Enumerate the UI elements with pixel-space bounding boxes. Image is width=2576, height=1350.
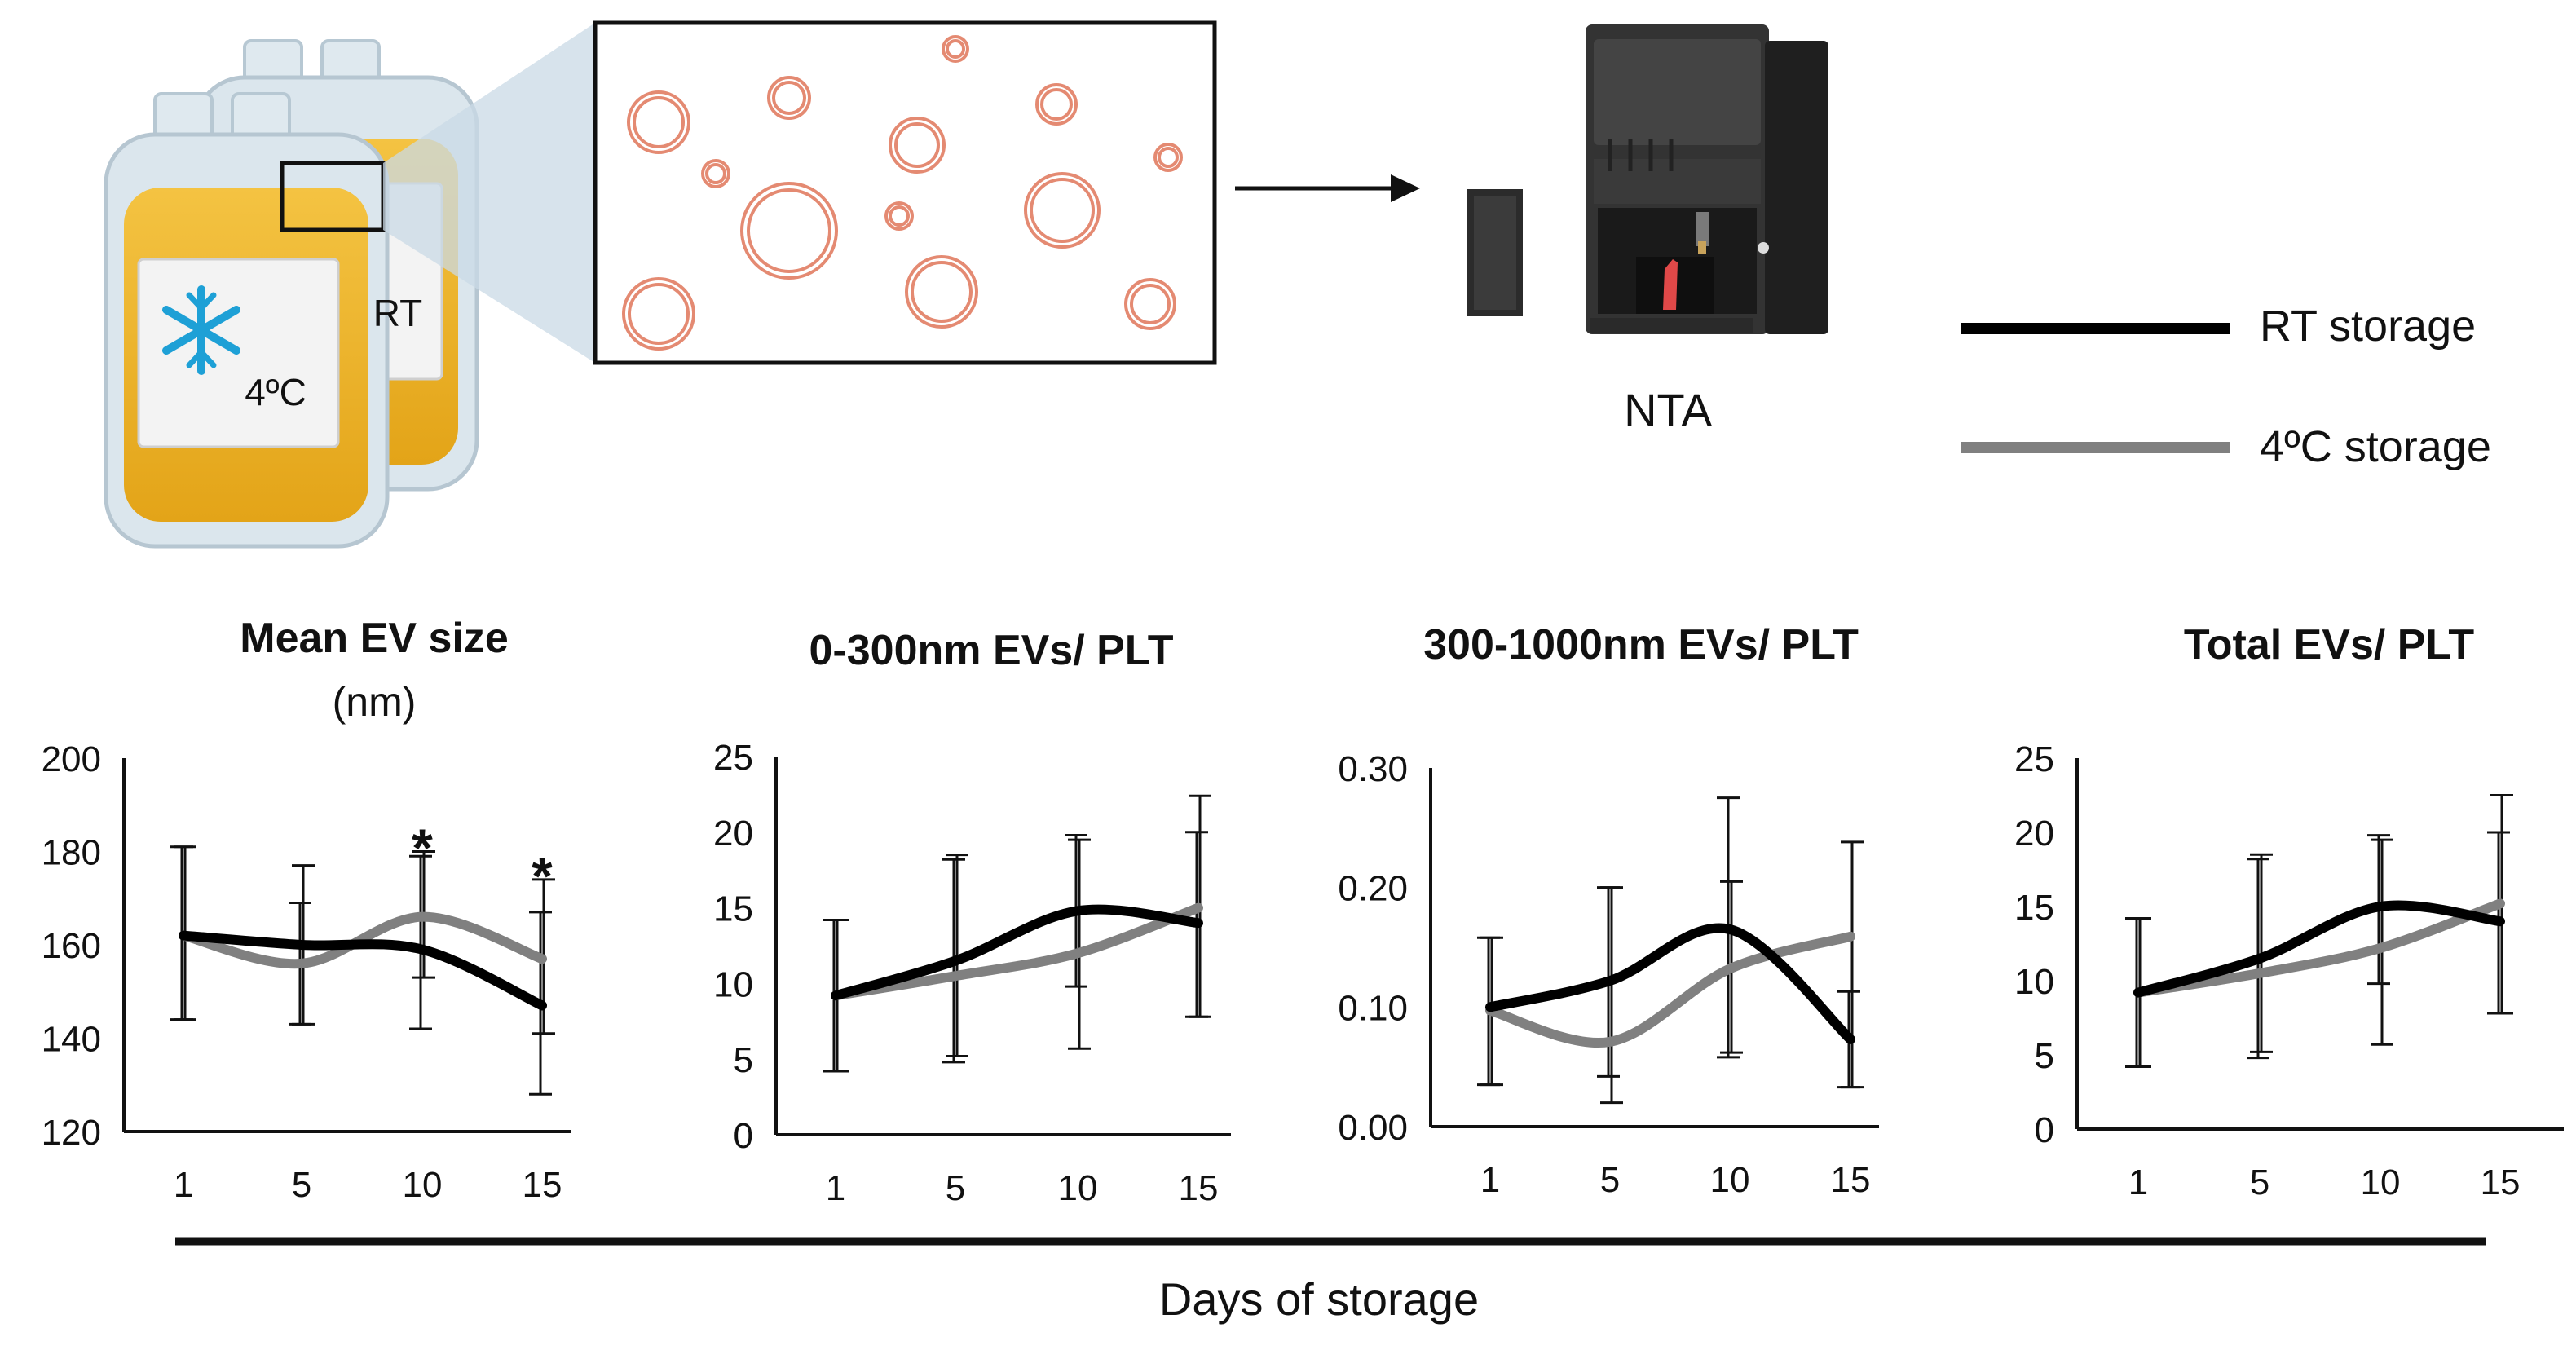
data-point-series-rt-x-5 bbox=[955, 960, 956, 962]
y-tick-label-5: 5 bbox=[2035, 1036, 2054, 1076]
chart-title-mean-size: Mean EV size bbox=[240, 615, 508, 662]
significance-star-x-10: * bbox=[412, 818, 433, 878]
series-line-4c bbox=[1485, 931, 1855, 1048]
x-tick-label-1: 1 bbox=[826, 1168, 845, 1208]
y-tick-label-160: 160 bbox=[42, 926, 101, 966]
legend-label-4c: 4ºC storage bbox=[2260, 422, 2491, 471]
series-line-rt bbox=[831, 904, 1203, 1001]
x-tick-label-15: 15 bbox=[1179, 1168, 1219, 1208]
x-tick-label-10: 10 bbox=[2361, 1162, 2401, 1202]
vesicle-panel bbox=[593, 20, 1217, 365]
shared-x-axis-label: Days of storage bbox=[1159, 1273, 1479, 1325]
y-tick-label-0-10: 0.10 bbox=[1338, 988, 1408, 1028]
instrument-label: NTA bbox=[1624, 384, 1712, 435]
data-point-series-4c-x-10 bbox=[1077, 952, 1078, 955]
data-point-series-rt-x-1 bbox=[183, 934, 184, 937]
data-point-series-rt-x-1 bbox=[835, 995, 836, 997]
x-tick-label-15: 15 bbox=[523, 1165, 562, 1205]
y-tick-label-10: 10 bbox=[2014, 962, 2054, 1002]
legend: RT storage 4ºC storage bbox=[1961, 302, 2491, 471]
series-line-rt bbox=[2133, 900, 2505, 998]
snowflake-icon bbox=[162, 285, 240, 375]
data-point-series-4c-x-10 bbox=[1729, 968, 1731, 970]
data-point-series-rt-x-1 bbox=[1489, 1006, 1491, 1008]
data-point-series-rt-x-10 bbox=[1729, 929, 1731, 930]
y-tick-label-200: 200 bbox=[42, 739, 101, 779]
data-point-series-4c-x-15 bbox=[1198, 907, 1199, 909]
x-tick-label-5: 5 bbox=[2250, 1162, 2269, 1202]
y-tick-label-10: 10 bbox=[713, 964, 753, 1004]
y-tick-label-20: 20 bbox=[2014, 814, 2054, 854]
data-point-series-rt-x-15 bbox=[1850, 1038, 1851, 1040]
x-tick-label-15: 15 bbox=[1831, 1160, 1871, 1200]
x-tick-label-1: 1 bbox=[1480, 1160, 1500, 1200]
x-tick-label-1: 1 bbox=[2128, 1162, 2148, 1202]
y-tick-label-0-20: 0.20 bbox=[1338, 869, 1408, 909]
x-tick-label-5: 5 bbox=[292, 1165, 311, 1205]
x-tick-label-10: 10 bbox=[1058, 1168, 1098, 1208]
legend-label-rt: RT storage bbox=[2260, 302, 2476, 351]
x-tick-label-5: 5 bbox=[946, 1168, 965, 1208]
data-point-series-rt-x-10 bbox=[1077, 910, 1078, 912]
data-point-series-rt-x-5 bbox=[301, 944, 302, 946]
process-arrow bbox=[1235, 174, 1420, 202]
x-tick-label-10: 10 bbox=[403, 1165, 443, 1205]
series-line-rt bbox=[1485, 923, 1855, 1044]
y-tick-label-0: 0 bbox=[734, 1116, 753, 1156]
series-line-4c bbox=[179, 911, 547, 969]
data-point-series-rt-x-1 bbox=[2137, 991, 2139, 994]
chart-title-0-300: 0-300nm EVs/ PLT bbox=[809, 627, 1174, 674]
y-tick-label-0-30: 0.30 bbox=[1338, 749, 1408, 789]
data-point-series-4c-x-5 bbox=[955, 975, 956, 977]
zoom-cone bbox=[383, 23, 595, 363]
bag-label-4c: 4ºC bbox=[245, 371, 307, 413]
series-line-4c bbox=[831, 902, 1203, 1001]
data-point-series-rt-x-15 bbox=[541, 1004, 543, 1007]
data-point-series-4c-x-5 bbox=[2259, 972, 2261, 974]
y-tick-label-15: 15 bbox=[2014, 888, 2054, 928]
y-tick-label-25: 25 bbox=[2014, 739, 2054, 779]
data-point-series-4c-x-15 bbox=[1850, 935, 1851, 938]
chart-300-1000nm: 0.000.100.200.301 5 10 15 bbox=[1338, 749, 1879, 1200]
data-point-series-rt-x-15 bbox=[1198, 922, 1199, 924]
y-tick-label-0: 0 bbox=[2035, 1110, 2054, 1150]
chart-subtitle-mean-size: (nm) bbox=[333, 679, 417, 725]
y-tick-label-25: 25 bbox=[713, 738, 753, 778]
data-point-series-rt-x-5 bbox=[2259, 957, 2261, 960]
data-point-series-4c-x-5 bbox=[1609, 1040, 1611, 1043]
x-tick-label-5: 5 bbox=[1600, 1160, 1620, 1200]
x-tick-label-15: 15 bbox=[2481, 1162, 2521, 1202]
data-point-series-4c-x-5 bbox=[301, 962, 302, 964]
data-point-series-rt-x-10 bbox=[421, 948, 423, 951]
y-tick-label-120: 120 bbox=[42, 1113, 101, 1153]
data-point-series-4c-x-15 bbox=[2499, 902, 2501, 905]
series-line-4c bbox=[2133, 898, 2505, 998]
significance-star-x-15: * bbox=[532, 845, 553, 906]
data-point-series-4c-x-15 bbox=[541, 958, 543, 960]
y-tick-label-15: 15 bbox=[713, 889, 753, 929]
x-tick-label-1: 1 bbox=[174, 1165, 193, 1205]
chart-title-300-1000: 300-1000nm EVs/ PLT bbox=[1423, 621, 1859, 668]
y-tick-label-140: 140 bbox=[42, 1020, 101, 1060]
data-point-series-rt-x-5 bbox=[1609, 980, 1611, 982]
chart-title-total: Total EVs/ PLT bbox=[2184, 621, 2475, 668]
x-tick-label-10: 10 bbox=[1710, 1160, 1750, 1200]
y-tick-label-20: 20 bbox=[713, 814, 753, 854]
series-line-rt bbox=[179, 930, 547, 1011]
data-point-series-4c-x-10 bbox=[2380, 946, 2381, 949]
y-tick-label-180: 180 bbox=[42, 833, 101, 873]
data-point-series-rt-x-15 bbox=[2499, 920, 2501, 923]
bag-label-rt: RT bbox=[373, 292, 423, 334]
nta-instrument-icon bbox=[1467, 24, 1828, 334]
y-tick-label-0-00: 0.00 bbox=[1338, 1108, 1408, 1148]
data-point-series-4c-x-10 bbox=[421, 915, 423, 918]
y-tick-label-5: 5 bbox=[734, 1040, 753, 1080]
data-point-series-rt-x-10 bbox=[2380, 906, 2381, 907]
